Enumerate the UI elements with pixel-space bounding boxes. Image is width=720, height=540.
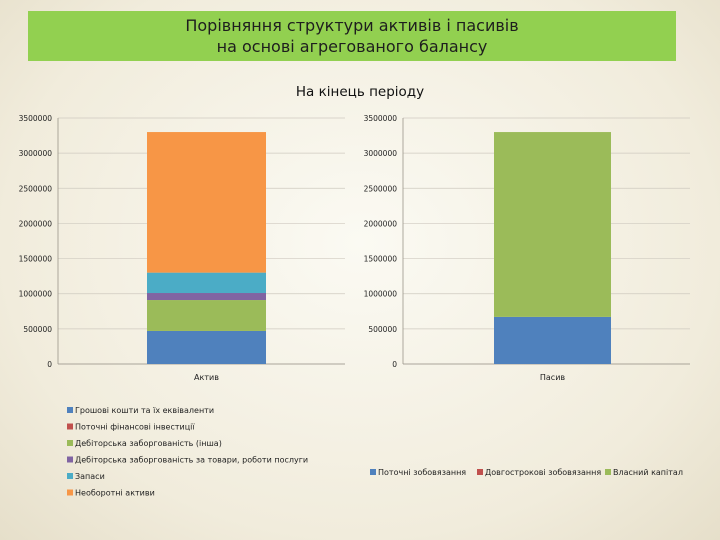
y-tick-label-1-6: 3000000 bbox=[364, 149, 398, 158]
legend-label-0-2: Дебіторська заборгованість (інша) bbox=[75, 439, 222, 448]
legend-label-0-1: Поточні фінансові інвестиції bbox=[75, 423, 195, 432]
y-tick-label-0-4: 2000000 bbox=[19, 219, 53, 228]
legend-label-1-0: Поточні зобовязання bbox=[378, 468, 466, 477]
legend-label-0-0: Грошові кошти та їх еквіваленти bbox=[75, 406, 214, 415]
legend-swatch-1-0 bbox=[370, 469, 376, 475]
legend-swatch-0-1 bbox=[67, 423, 73, 430]
y-tick-label-0-2: 1000000 bbox=[19, 290, 53, 299]
bar-segment-1-0 bbox=[494, 316, 611, 364]
legend-swatch-0-3 bbox=[67, 456, 73, 463]
banner-line-2: на основі агрегованого балансу bbox=[216, 37, 488, 56]
category-label-0: Актив bbox=[194, 373, 219, 382]
y-tick-label-1-7: 3500000 bbox=[364, 114, 398, 123]
y-tick-label-0-7: 3500000 bbox=[19, 114, 53, 123]
legend-swatch-0-0 bbox=[67, 407, 73, 413]
title-banner: Порівняння структури активів і пасивів н… bbox=[28, 11, 676, 61]
y-tick-label-0-6: 3000000 bbox=[19, 149, 53, 158]
y-tick-label-0-1: 500000 bbox=[23, 325, 52, 334]
legend-swatch-0-4 bbox=[67, 473, 73, 479]
bar-segment-0-5 bbox=[147, 132, 266, 273]
legend-label-1-1: Довгострокові зобовязання bbox=[485, 468, 601, 477]
y-tick-label-0-5: 2500000 bbox=[19, 184, 53, 193]
legend-swatch-1-2 bbox=[605, 469, 611, 475]
y-tick-label-1-2: 1000000 bbox=[364, 290, 398, 299]
y-tick-label-1-1: 500000 bbox=[368, 325, 397, 334]
y-tick-label-1-5: 2500000 bbox=[364, 184, 398, 193]
legend-label-0-4: Запаси bbox=[75, 472, 105, 481]
legend-swatch-1-1 bbox=[477, 469, 483, 475]
legend-swatch-0-5 bbox=[67, 489, 73, 496]
y-tick-label-1-3: 1500000 bbox=[364, 255, 398, 264]
y-tick-label-0-0: 0 bbox=[47, 360, 52, 369]
y-tick-label-0-3: 1500000 bbox=[19, 255, 53, 264]
banner-line-1: Порівняння структури активів і пасивів bbox=[185, 16, 519, 35]
chart-title: На кінець періоду bbox=[295, 84, 425, 100]
y-tick-label-1-0: 0 bbox=[392, 360, 397, 369]
legend-label-0-3: Дебіторська заборгованість за товари, ро… bbox=[75, 456, 308, 465]
legend-label-1-2: Власний капітал bbox=[613, 468, 683, 477]
legend-label-0-5: Необоротні активи bbox=[75, 489, 155, 498]
bar-segment-0-3 bbox=[147, 293, 266, 301]
bar-segment-1-2 bbox=[494, 132, 611, 317]
bar-segment-0-2 bbox=[147, 300, 266, 331]
y-tick-label-1-4: 2000000 bbox=[364, 219, 398, 228]
bar-segment-0-0 bbox=[147, 330, 266, 364]
bar-segment-0-4 bbox=[147, 272, 266, 294]
legend-swatch-0-2 bbox=[67, 440, 73, 446]
category-label-1: Пасив bbox=[540, 373, 566, 382]
